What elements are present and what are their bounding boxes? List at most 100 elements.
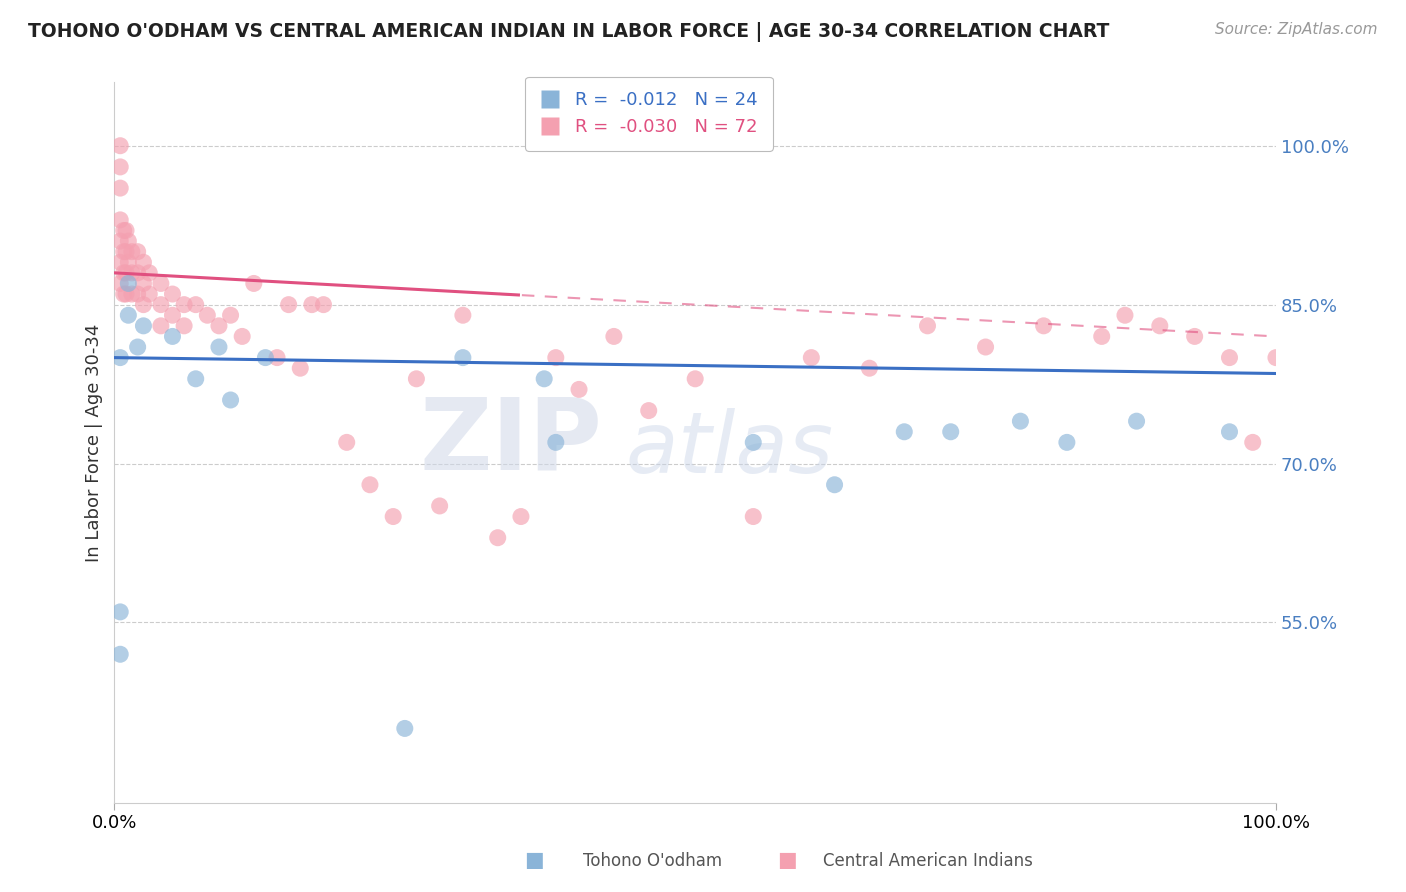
Point (110, 160, 132, 174)
Point (301, 298, 323, 312)
Point (115, 244, 138, 259)
Point (893, 425, 915, 439)
Point (117, 234, 139, 248)
Point (162, 287, 184, 301)
Point (1056, 435, 1078, 450)
Point (544, 435, 567, 450)
Point (149, 277, 172, 291)
Legend: R =  -0.012   N = 24, R =  -0.030   N = 72: R = -0.012 N = 24, R = -0.030 N = 72 (524, 77, 772, 151)
Point (173, 298, 195, 312)
Point (939, 425, 962, 439)
Point (115, 266, 138, 280)
Point (824, 477, 846, 491)
Point (112, 244, 135, 259)
Point (208, 318, 231, 333)
Y-axis label: In Labor Force | Age 30-34: In Labor Force | Age 30-34 (86, 323, 103, 562)
Point (290, 361, 312, 376)
Point (858, 361, 880, 376)
Point (451, 351, 474, 365)
Point (110, 647, 132, 661)
Point (110, 277, 132, 291)
Point (405, 372, 427, 386)
Point (266, 351, 288, 365)
Point (132, 298, 155, 312)
Text: Source: ZipAtlas.com: Source: ZipAtlas.com (1215, 22, 1378, 37)
Point (1184, 329, 1206, 343)
Point (195, 308, 218, 322)
Point (603, 329, 626, 343)
Point (1218, 425, 1240, 439)
Point (568, 383, 591, 397)
Point (974, 340, 997, 354)
Text: ZIP: ZIP (419, 394, 602, 491)
Text: ■: ■ (778, 850, 797, 870)
Point (115, 223, 138, 237)
Point (110, 234, 132, 248)
Point (382, 509, 405, 524)
Point (121, 266, 143, 280)
Point (510, 509, 533, 524)
Point (312, 298, 335, 312)
Point (149, 318, 172, 333)
Point (742, 435, 765, 450)
Point (127, 340, 149, 354)
Point (1218, 351, 1240, 365)
Point (1114, 308, 1136, 322)
Point (231, 329, 253, 343)
Point (127, 244, 149, 259)
Point (112, 266, 135, 280)
Point (115, 287, 138, 301)
Point (121, 287, 143, 301)
Point (359, 477, 381, 491)
Point (121, 244, 143, 259)
Text: ■: ■ (524, 850, 544, 870)
Point (219, 392, 242, 407)
Point (173, 318, 195, 333)
Point (110, 255, 132, 269)
Point (117, 308, 139, 322)
Point (1032, 318, 1054, 333)
Point (800, 351, 823, 365)
Point (127, 287, 149, 301)
Point (110, 605, 132, 619)
Point (451, 308, 474, 322)
Point (110, 351, 132, 365)
Point (110, 181, 132, 195)
Point (544, 351, 567, 365)
Point (1149, 318, 1171, 333)
Text: TOHONO O'ODHAM VS CENTRAL AMERICAN INDIAN IN LABOR FORCE | AGE 30-34 CORRELATION: TOHONO O'ODHAM VS CENTRAL AMERICAN INDIA… (28, 22, 1109, 42)
Point (132, 255, 155, 269)
Point (149, 298, 172, 312)
Point (127, 266, 149, 280)
Point (112, 223, 135, 237)
Point (533, 372, 555, 386)
Point (184, 372, 207, 386)
Point (138, 266, 160, 280)
Point (110, 138, 132, 153)
Point (336, 435, 359, 450)
Point (132, 277, 155, 291)
Point (138, 287, 160, 301)
Point (683, 372, 706, 386)
Point (1265, 351, 1288, 365)
Point (429, 499, 451, 513)
Point (117, 255, 139, 269)
Point (112, 287, 135, 301)
Point (1125, 414, 1147, 428)
Point (917, 318, 939, 333)
Point (162, 308, 184, 322)
Point (184, 298, 207, 312)
Point (132, 318, 155, 333)
Text: Central American Indians: Central American Indians (823, 852, 1032, 870)
Point (162, 329, 184, 343)
Point (254, 351, 277, 365)
Point (486, 531, 509, 545)
Point (208, 340, 231, 354)
Point (1010, 414, 1032, 428)
Text: atlas: atlas (626, 408, 834, 491)
Text: Tohono O'odham: Tohono O'odham (583, 852, 723, 870)
Point (637, 403, 659, 417)
Point (277, 298, 299, 312)
Point (742, 509, 765, 524)
Point (394, 722, 416, 736)
